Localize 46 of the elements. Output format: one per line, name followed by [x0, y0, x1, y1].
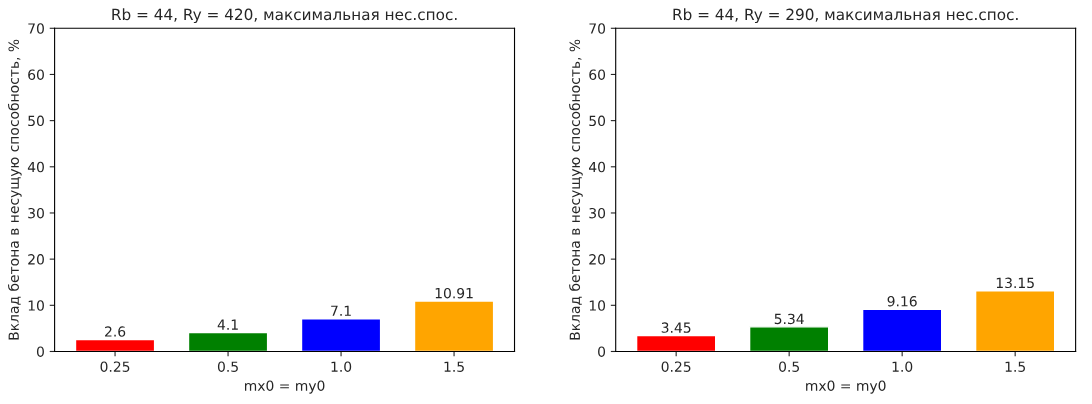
data-label: 3.45	[661, 322, 691, 333]
y-tick-label: 30	[589, 207, 606, 219]
x-tick-label: 1.5	[1005, 361, 1025, 372]
x-tick-label: 0.5	[217, 361, 238, 372]
y-tick-label: 30	[28, 207, 44, 219]
y-tick-label: 20	[589, 254, 606, 265]
y-tick-label: 40	[27, 161, 44, 173]
x-tick-label: 0.25	[661, 361, 691, 372]
y-axis-title: Вклад бетона в несущую способность, %	[569, 39, 583, 340]
x-tick-label: 1.0	[331, 361, 352, 372]
y-tick-label: 0	[598, 346, 606, 357]
chart-title: Rb = 44, Ry = 290, максимальная нес.спос.	[673, 8, 1018, 24]
y-tick-label: 10	[589, 300, 606, 311]
y-tick-label: 50	[28, 115, 44, 127]
bar	[635, 334, 717, 352]
bar	[748, 326, 830, 352]
bar	[974, 290, 1056, 352]
data-label: 7.1	[331, 305, 351, 316]
bar	[413, 300, 495, 352]
y-tick-label: 70	[28, 23, 44, 34]
data-label: 10.91	[435, 287, 473, 299]
y-tick-label: 10	[28, 300, 44, 311]
y-tick-label: 50	[589, 115, 606, 127]
y-tick-label: 60	[589, 69, 606, 80]
data-label: 2.6	[105, 326, 126, 337]
y-tick-label: 70	[589, 23, 606, 34]
x-axis-title: mx0 = my0	[245, 380, 325, 394]
data-label: 4.1	[217, 319, 238, 330]
data-label: 5.34	[774, 313, 804, 325]
bar	[861, 308, 943, 352]
bar	[187, 331, 269, 352]
y-tick-label: 20	[28, 254, 44, 265]
x-tick-label: 1.5	[444, 361, 464, 372]
data-label: 13.15	[996, 277, 1034, 289]
bar	[300, 318, 382, 352]
y-tick-label: 0	[36, 346, 44, 357]
bar	[74, 338, 156, 352]
y-tick-label: 60	[28, 69, 44, 80]
data-label: 9.16	[887, 295, 917, 307]
chart-title: Rb = 44, Ry = 420, максимальная нес.спос.	[112, 8, 457, 24]
y-axis-title: Вклад бетона в несущую способность, %	[7, 39, 22, 340]
y-tick-label: 40	[588, 161, 606, 173]
x-tick-label: 0.5	[779, 361, 799, 372]
x-axis-title: mx0 = my0	[806, 380, 886, 394]
x-tick-label: 0.25	[100, 361, 130, 372]
x-tick-label: 1.0	[892, 361, 913, 372]
